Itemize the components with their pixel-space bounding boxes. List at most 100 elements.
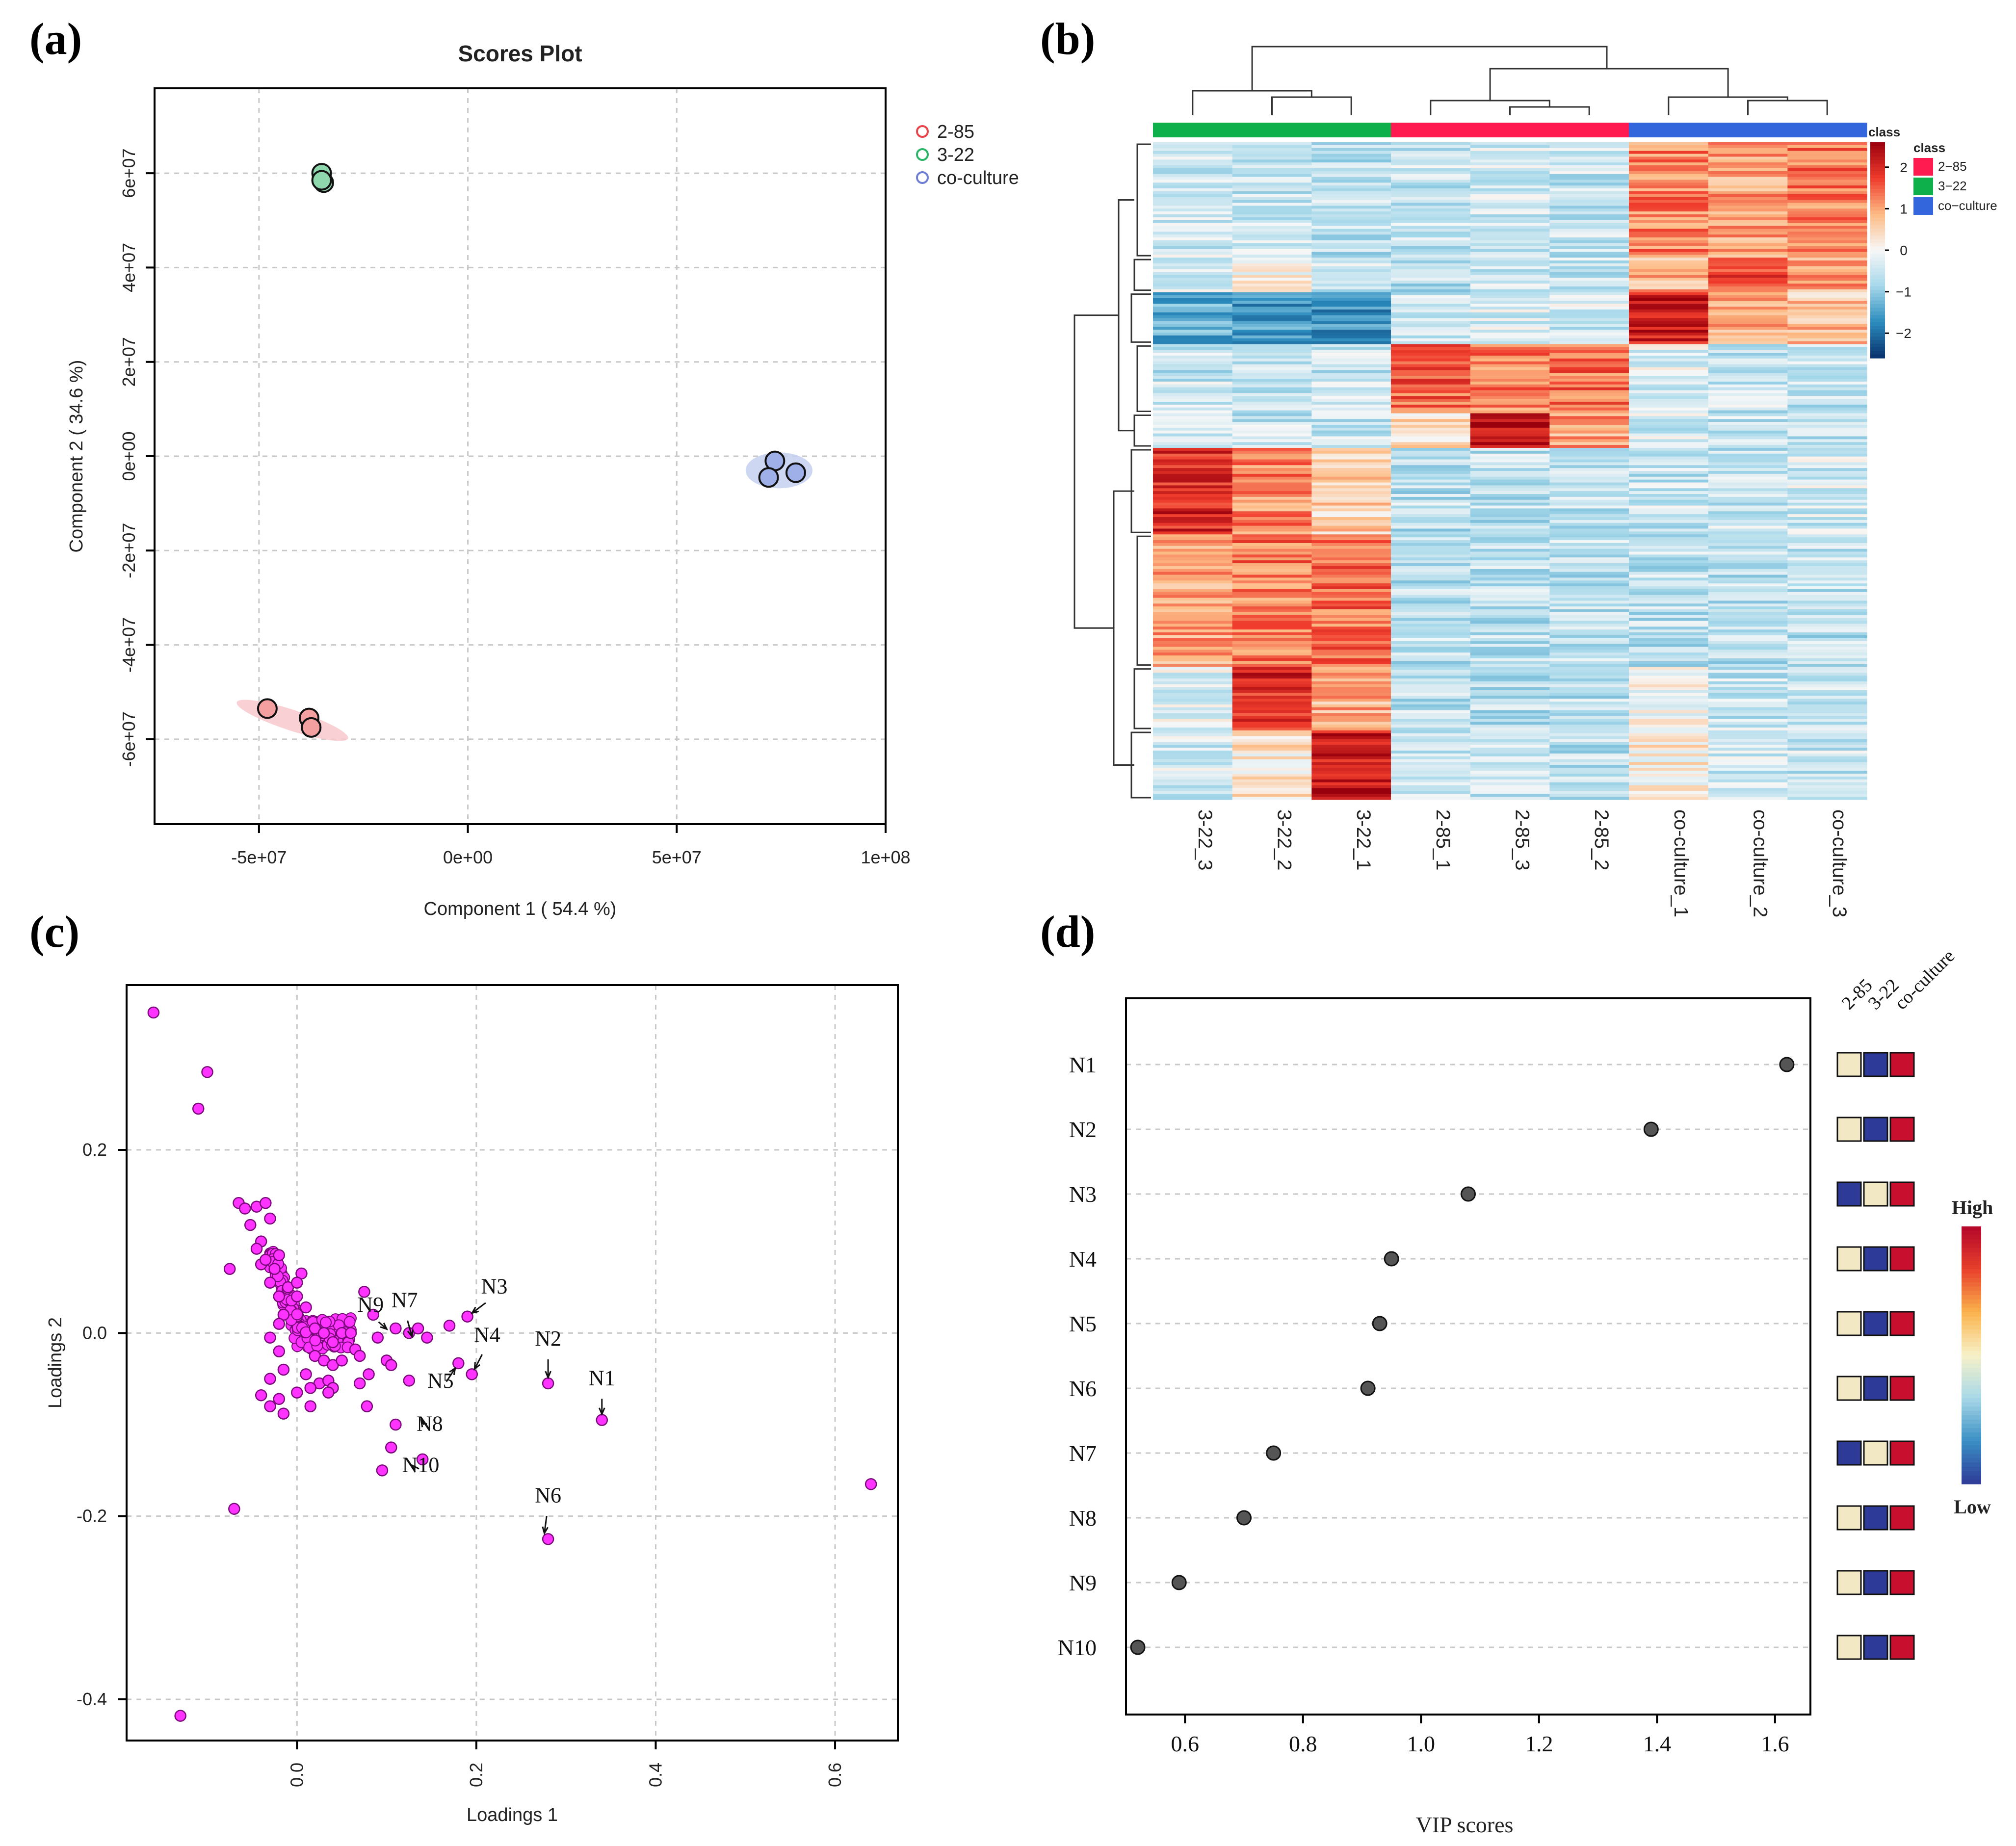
heatmap-cell (1549, 269, 1629, 273)
heatmap-cell (1391, 508, 1471, 512)
heatmap-cell (1311, 188, 1391, 192)
heatmap-cell (1470, 629, 1550, 633)
heatmap-cell (1470, 473, 1550, 477)
heatmap-cell (1311, 312, 1391, 316)
heatmap-cell (1708, 629, 1788, 633)
heatmap-cell (1629, 514, 1709, 518)
colorbar-strip (1870, 272, 1885, 276)
heatmap-cell (1470, 621, 1550, 624)
heatmap-cell (1232, 278, 1312, 281)
heatmap-cell (1232, 725, 1312, 728)
heatmap-cell (1470, 482, 1550, 486)
heatmap-cell (1787, 156, 1867, 160)
heatmap-cell (1311, 791, 1391, 794)
heatmap-cell (1153, 658, 1233, 662)
c-loading-point (268, 1263, 281, 1275)
heatmap-cell (1391, 182, 1471, 186)
heatmap-cell (1708, 606, 1788, 610)
heatmap-cell (1153, 445, 1233, 448)
c-annotation-label-N1: N1 (589, 1366, 615, 1390)
heatmap-cell (1549, 324, 1629, 327)
heatmap-cell (1549, 381, 1629, 385)
legend-swatch-2-85 (916, 125, 929, 138)
column-label-3-22_1: 3-22_1 (1353, 809, 1374, 871)
heatmap-cell (1549, 638, 1629, 642)
heatmap-cell (1787, 776, 1867, 780)
heatmap-cell (1153, 220, 1233, 224)
heatmap-cell (1629, 733, 1709, 737)
heatmap-cell (1232, 479, 1312, 483)
colorbar-strip (1870, 337, 1885, 340)
heatmap-cell (1470, 278, 1550, 281)
colorbar-strip (1870, 254, 1885, 258)
heatmap-cell (1470, 422, 1550, 425)
heatmap-cell (1153, 327, 1233, 330)
heatmap-cell (1470, 626, 1550, 630)
a-xtick-label: 0e+00 (443, 847, 493, 867)
heatmap-cell (1153, 396, 1233, 399)
c-annotation-label-N9: N9 (357, 1293, 384, 1317)
heatmap-cell (1153, 387, 1233, 391)
heatmap-cell (1787, 353, 1867, 356)
heatmap-cell (1232, 427, 1312, 431)
heatmap-cell (1787, 358, 1867, 362)
heatmap-cell (1787, 393, 1867, 396)
heatmap-cell (1470, 632, 1550, 636)
heatmap-cell (1708, 422, 1788, 425)
c-annotation-label-N4: N4 (474, 1323, 500, 1347)
heatmap-cell (1232, 462, 1312, 466)
heatmap-cell (1311, 263, 1391, 267)
heatmap-cell (1549, 304, 1629, 307)
heatmap-cell (1549, 595, 1629, 598)
heatmap-cell (1391, 223, 1471, 227)
heatmap-cell (1708, 298, 1788, 301)
heatmap-cell (1311, 673, 1391, 676)
heatmap-cell (1549, 673, 1629, 676)
heatmap-cell (1232, 687, 1312, 691)
heatmap-cell (1391, 177, 1471, 181)
heatmap-cell (1708, 719, 1788, 722)
heatmap-cell (1470, 638, 1550, 642)
heatmap-cell (1549, 307, 1629, 310)
heatmap-cell (1470, 456, 1550, 460)
heatmap-cell (1787, 376, 1867, 379)
heatmap-cell (1311, 774, 1391, 777)
heatmap-cell (1391, 797, 1471, 800)
heatmap-cell (1470, 419, 1550, 422)
heatmap-cell (1391, 350, 1471, 353)
d-vip-point-N9 (1171, 1575, 1187, 1590)
heatmap-cell (1391, 473, 1471, 477)
heatmap-cell (1470, 399, 1550, 402)
heatmap-cell (1153, 652, 1233, 656)
heatmap-cell (1311, 399, 1391, 402)
heatmap-cell (1629, 295, 1709, 298)
heatmap-cell (1153, 453, 1233, 457)
heatmap-cell (1549, 776, 1629, 780)
heatmap-cell (1708, 194, 1788, 198)
d-class-square-2-85 (1836, 1635, 1862, 1660)
heatmap-cell (1153, 583, 1233, 587)
heatmap-cell (1549, 551, 1629, 555)
d-colorbar-strip (1962, 1329, 1981, 1334)
heatmap-cell (1708, 162, 1788, 166)
heatmap-cell (1549, 618, 1629, 622)
heatmap-cell (1708, 641, 1788, 645)
heatmap-cell (1153, 511, 1233, 515)
heatmap-cell (1549, 260, 1629, 264)
heatmap-cell (1232, 563, 1312, 567)
heatmap-cell (1391, 381, 1471, 385)
heatmap-cell (1708, 232, 1788, 235)
heatmap-cell (1549, 768, 1629, 771)
heatmap-cell (1629, 690, 1709, 694)
heatmap-cell (1232, 485, 1312, 489)
heatmap-cell (1787, 603, 1867, 607)
panel-d-frame (1125, 997, 1811, 1716)
d-xtick-label: 0.8 (1289, 1731, 1317, 1756)
c-annotation-arrowhead-N7 (407, 1329, 414, 1339)
heatmap-cell (1232, 785, 1312, 789)
c-loading-point (385, 1359, 397, 1371)
heatmap-cell (1629, 520, 1709, 523)
heatmap-cell (1708, 635, 1788, 639)
heatmap-cell (1391, 450, 1471, 454)
